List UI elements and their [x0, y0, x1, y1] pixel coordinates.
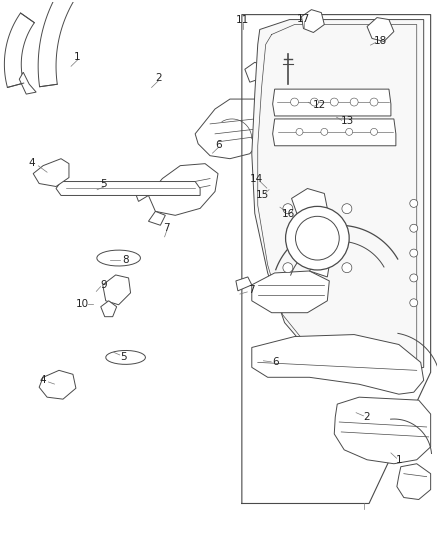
Polygon shape: [103, 275, 131, 305]
Polygon shape: [245, 62, 265, 82]
Circle shape: [321, 128, 328, 135]
Text: 8: 8: [122, 255, 129, 265]
Text: 6: 6: [215, 140, 223, 150]
Text: 2: 2: [364, 413, 370, 423]
Polygon shape: [273, 119, 396, 146]
Polygon shape: [148, 164, 218, 215]
Circle shape: [286, 206, 349, 270]
Polygon shape: [367, 18, 394, 42]
Text: 6: 6: [272, 357, 279, 367]
Text: 4: 4: [28, 158, 35, 168]
Polygon shape: [38, 0, 89, 87]
Text: 14: 14: [249, 174, 263, 184]
Polygon shape: [4, 13, 34, 87]
Text: 15: 15: [256, 190, 269, 200]
Text: 7: 7: [248, 285, 255, 295]
Circle shape: [311, 98, 318, 106]
Circle shape: [283, 263, 293, 273]
Polygon shape: [273, 89, 391, 116]
Text: 18: 18: [374, 36, 387, 46]
Polygon shape: [304, 215, 334, 235]
Circle shape: [296, 216, 339, 260]
Text: 5: 5: [100, 180, 107, 189]
Polygon shape: [19, 72, 36, 94]
Text: 12: 12: [312, 100, 326, 110]
Polygon shape: [97, 250, 141, 266]
Text: 2: 2: [155, 74, 161, 84]
Polygon shape: [195, 99, 265, 159]
Polygon shape: [56, 182, 200, 196]
Text: 1: 1: [396, 455, 403, 465]
Polygon shape: [309, 261, 329, 277]
Circle shape: [350, 98, 358, 106]
Circle shape: [346, 128, 353, 135]
Text: 13: 13: [341, 116, 354, 126]
Polygon shape: [301, 10, 324, 33]
Circle shape: [410, 224, 418, 232]
Circle shape: [410, 249, 418, 257]
Circle shape: [370, 98, 378, 106]
Circle shape: [410, 299, 418, 307]
Polygon shape: [252, 335, 424, 394]
Polygon shape: [148, 212, 165, 225]
Polygon shape: [252, 20, 424, 377]
Polygon shape: [334, 397, 431, 464]
Text: 1: 1: [74, 52, 81, 62]
Circle shape: [330, 98, 338, 106]
Circle shape: [371, 128, 378, 135]
Polygon shape: [292, 189, 327, 219]
Polygon shape: [252, 271, 329, 313]
Circle shape: [296, 128, 303, 135]
Circle shape: [410, 199, 418, 207]
Text: 17: 17: [297, 14, 311, 23]
Circle shape: [342, 263, 352, 273]
Polygon shape: [397, 464, 431, 499]
Polygon shape: [106, 351, 145, 365]
Circle shape: [283, 204, 293, 214]
Polygon shape: [39, 370, 76, 399]
Circle shape: [410, 274, 418, 282]
Polygon shape: [135, 189, 148, 201]
Text: 10: 10: [75, 298, 88, 309]
Text: 9: 9: [100, 280, 107, 290]
Text: 11: 11: [237, 15, 250, 25]
Circle shape: [290, 98, 298, 106]
Circle shape: [342, 204, 352, 214]
Text: 7: 7: [163, 223, 170, 233]
Text: 5: 5: [120, 352, 127, 361]
Polygon shape: [33, 159, 69, 187]
Polygon shape: [236, 277, 252, 291]
Text: 16: 16: [282, 208, 295, 219]
Text: 4: 4: [39, 375, 46, 385]
Polygon shape: [101, 301, 117, 317]
